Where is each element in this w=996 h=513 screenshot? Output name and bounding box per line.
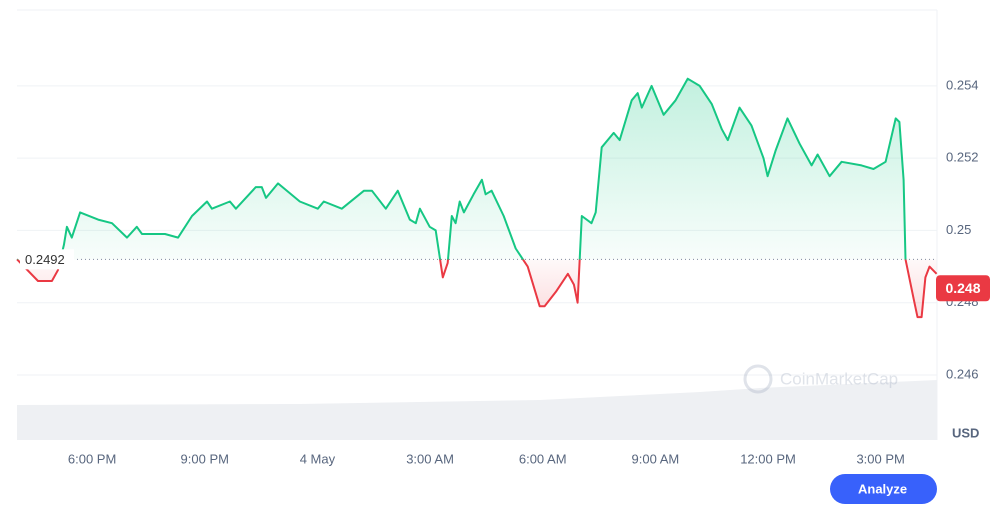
y-unit: USD xyxy=(952,425,979,440)
y-tick-label: 0.25 xyxy=(946,222,971,237)
x-tick-label: 3:00 PM xyxy=(856,451,904,466)
x-tick-label: 9:00 PM xyxy=(181,451,229,466)
y-tick-label: 0.252 xyxy=(946,150,979,165)
current-price-label: 0.248 xyxy=(945,280,980,296)
price-area xyxy=(17,78,937,318)
price-line xyxy=(16,77,938,319)
current-price-tag xyxy=(936,275,990,302)
y-tick-label: 0.254 xyxy=(946,77,979,92)
analyze-button[interactable]: Analyze xyxy=(830,474,937,504)
x-tick-label: 9:00 AM xyxy=(632,451,680,466)
button-bg[interactable] xyxy=(830,474,937,504)
watermark: CoinMarketCap xyxy=(743,364,898,394)
baseline-label: 0.2492 xyxy=(25,252,65,267)
y-tick-label: 0.246 xyxy=(946,366,979,381)
watermark-text: CoinMarketCap xyxy=(780,369,898,388)
x-tick-label: 4 May xyxy=(300,451,336,466)
x-tick-label: 12:00 PM xyxy=(740,451,796,466)
x-tick-label: 6:00 PM xyxy=(68,451,116,466)
x-tick-label: 6:00 AM xyxy=(519,451,567,466)
volume-area xyxy=(17,380,937,440)
button-label[interactable]: Analyze xyxy=(858,481,907,496)
x-tick-label: 3:00 AM xyxy=(406,451,454,466)
baseline-label-bg xyxy=(20,249,74,270)
